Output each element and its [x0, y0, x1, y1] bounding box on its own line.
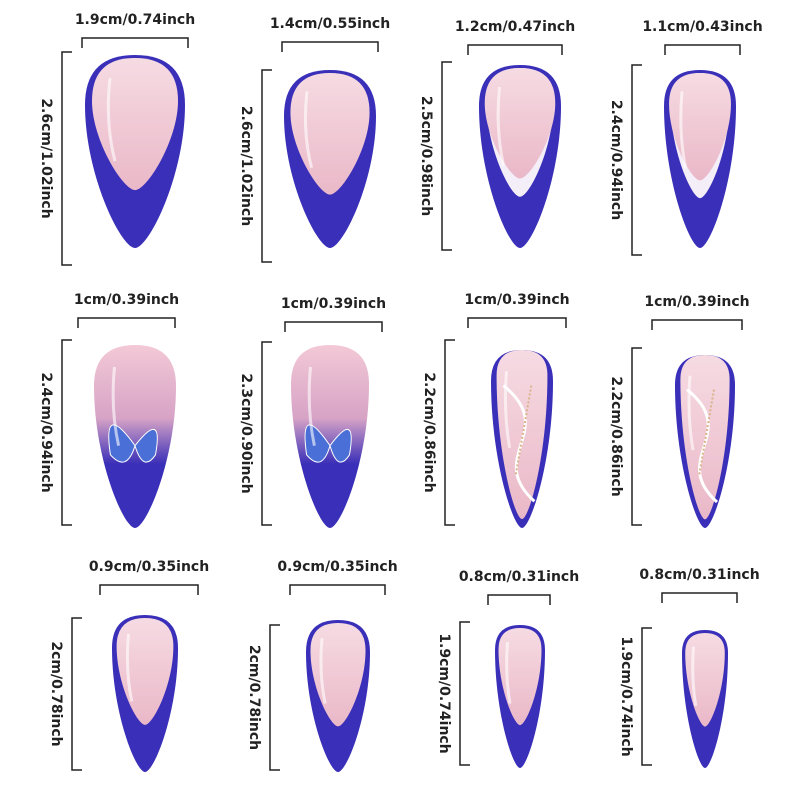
- glitter: [698, 389, 715, 477]
- shine: [503, 371, 512, 449]
- nail-item: 1.9cm/0.74inch 2.6cm/1.02inch: [38, 12, 195, 266]
- width-bracket: [487, 594, 551, 605]
- width-label: 0.8cm/0.31inch: [639, 567, 759, 583]
- shine: [303, 91, 314, 169]
- width-bracket: [99, 584, 199, 595]
- width-label: 1cm/0.39inch: [464, 292, 569, 308]
- shine: [687, 375, 695, 451]
- nail-item: 1.1cm/0.43inch 2.4cm/0.94inch: [608, 19, 763, 256]
- width-bracket: [467, 44, 563, 55]
- swirl: [502, 384, 536, 503]
- length-label: 2cm/0.78inch: [48, 641, 64, 746]
- width-bracket: [664, 44, 741, 55]
- nail-item: 1cm/0.39inch 2.2cm/0.86inch: [421, 292, 570, 528]
- nail-item: 0.9cm/0.35inch 2cm/0.78inch: [246, 559, 398, 772]
- width-label: 1.4cm/0.55inch: [270, 16, 390, 32]
- width-bracket: [651, 319, 743, 330]
- length-bracket: [459, 621, 470, 766]
- nail-item: 0.8cm/0.31inch 1.9cm/0.74inch: [436, 569, 579, 768]
- nail-item: 0.9cm/0.35inch 2cm/0.78inch: [48, 559, 209, 772]
- nail: [291, 345, 369, 528]
- shine: [111, 366, 121, 446]
- nail-item: 1cm/0.39inch 2.3cm/0.90inch: [238, 296, 386, 528]
- length-label: 2.4cm/0.94inch: [608, 100, 624, 220]
- shine: [691, 646, 698, 707]
- length-bracket: [631, 64, 642, 256]
- butterfly: [108, 424, 158, 463]
- length-label: 2cm/0.78inch: [246, 645, 262, 750]
- width-label: 1cm/0.39inch: [74, 292, 179, 308]
- width-bracket: [467, 317, 567, 328]
- length-bracket: [261, 341, 272, 526]
- nail: [94, 345, 176, 528]
- length-label: 1.9cm/0.74inch: [436, 633, 452, 753]
- width-label: 1.1cm/0.43inch: [642, 19, 762, 35]
- length-bracket: [261, 69, 272, 263]
- length-bracket: [631, 347, 642, 526]
- width-label: 1cm/0.39inch: [281, 296, 386, 312]
- nail-item: 1.2cm/0.47inch 2.5cm/0.98inch: [418, 19, 575, 251]
- length-label: 2.6cm/1.02inch: [238, 106, 254, 226]
- length-bracket: [641, 627, 652, 766]
- length-label: 1.9cm/0.74inch: [618, 636, 634, 756]
- length-bracket: [61, 51, 72, 266]
- length-label: 2.5cm/0.98inch: [418, 96, 434, 216]
- length-label: 2.2cm/0.86inch: [608, 376, 624, 496]
- width-bracket: [289, 584, 386, 595]
- shine: [106, 77, 117, 162]
- nail-pink: [484, 68, 556, 179]
- width-label: 1cm/0.39inch: [644, 294, 749, 310]
- length-bracket: [444, 339, 455, 526]
- length-bracket: [71, 617, 82, 771]
- butterfly: [304, 424, 352, 463]
- width-bracket: [281, 41, 379, 52]
- width-bracket: [284, 321, 383, 332]
- nail-item: 0.8cm/0.31inch 1.9cm/0.74inch: [618, 567, 760, 768]
- shine: [307, 366, 316, 446]
- shine: [496, 86, 506, 166]
- glitter: [514, 385, 533, 475]
- length-label: 2.6cm/1.02inch: [38, 98, 54, 218]
- nail-item: 1cm/0.39inch 2.4cm/0.94inch: [38, 292, 179, 528]
- width-label: 1.9cm/0.74inch: [75, 12, 195, 28]
- width-bracket: [81, 37, 189, 48]
- width-bracket: [77, 317, 176, 328]
- width-bracket: [661, 592, 738, 603]
- nail-item: 1cm/0.39inch 2.2cm/0.86inch: [608, 294, 750, 528]
- length-label: 2.2cm/0.86inch: [421, 372, 437, 492]
- shine: [319, 638, 327, 704]
- shine: [125, 633, 134, 702]
- length-label: 2.3cm/0.90inch: [238, 373, 254, 493]
- length-label: 2.4cm/0.94inch: [38, 372, 54, 492]
- length-bracket: [61, 339, 72, 526]
- width-label: 0.9cm/0.35inch: [277, 559, 397, 575]
- shine: [505, 642, 512, 704]
- nail-item: 1.4cm/0.55inch 2.6cm/1.02inch: [238, 16, 390, 263]
- length-bracket: [441, 61, 452, 251]
- width-label: 0.8cm/0.31inch: [459, 569, 579, 585]
- width-label: 1.2cm/0.47inch: [455, 19, 575, 35]
- length-bracket: [269, 624, 280, 771]
- width-label: 0.9cm/0.35inch: [89, 559, 209, 575]
- shine: [679, 91, 688, 169]
